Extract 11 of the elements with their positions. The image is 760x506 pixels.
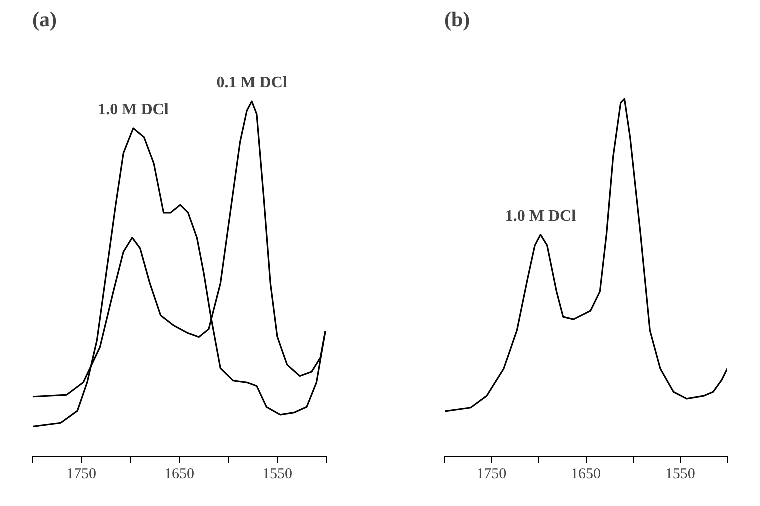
annotation: 1.0 M DCl bbox=[98, 102, 170, 119]
chart-title: (a) bbox=[32, 8, 57, 32]
x-tick-label: 1750 bbox=[476, 466, 507, 482]
annotation: 0.1 M DCl bbox=[216, 74, 288, 92]
x-tick-label: 1750 bbox=[66, 466, 96, 482]
annotation: 1.0 M DCl bbox=[505, 208, 577, 225]
x-tick-label: 1550 bbox=[262, 466, 292, 482]
x-tick-label: 1650 bbox=[164, 466, 194, 482]
x-tick-label: 1650 bbox=[571, 466, 601, 482]
x-tick-label: 1550 bbox=[665, 466, 696, 482]
chart-title: (b) bbox=[444, 8, 470, 32]
